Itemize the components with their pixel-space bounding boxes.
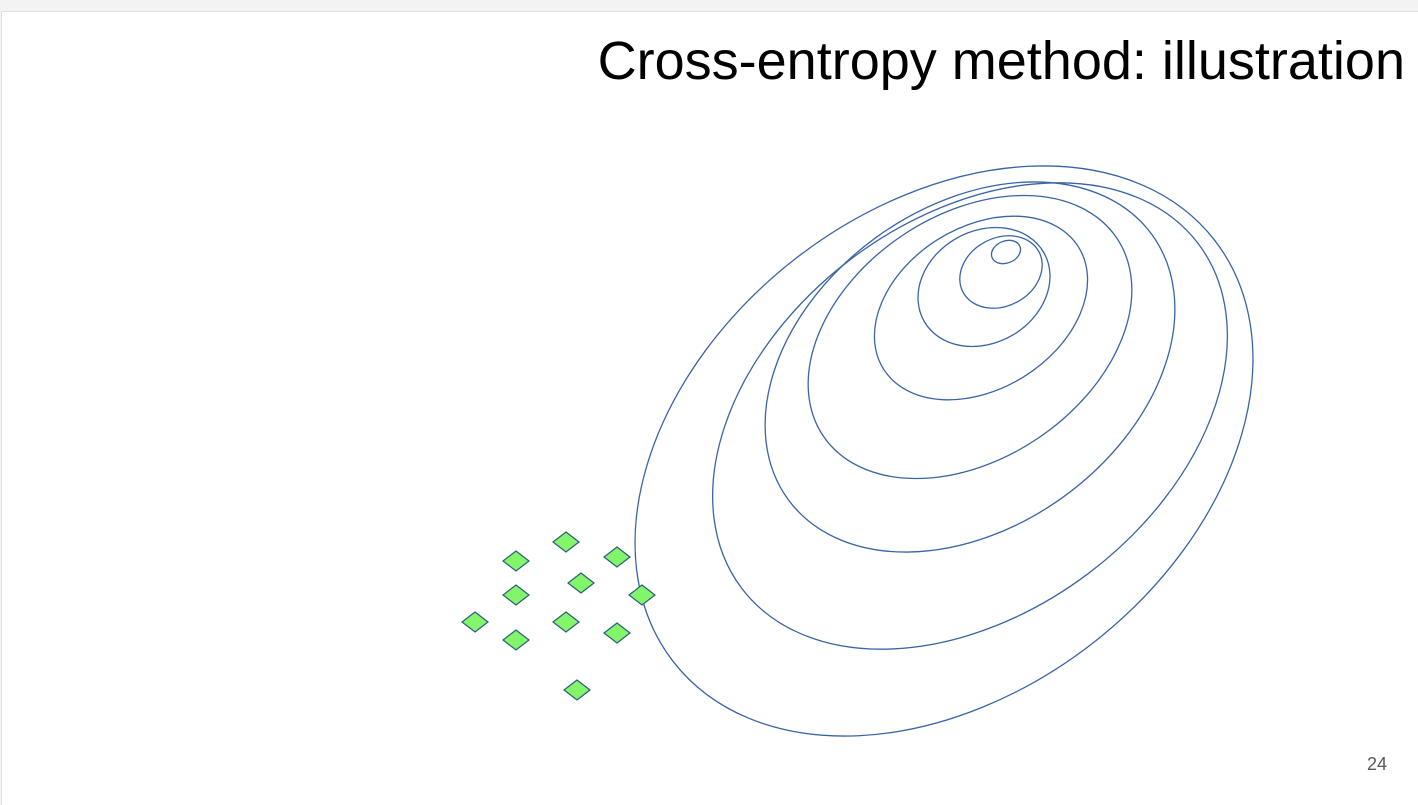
- contour-6: [917, 226, 1051, 348]
- top-toolbar-strip: [0, 0, 1418, 10]
- sample-point: [603, 546, 631, 568]
- slide-canvas: Cross-entropy method: illustration 2: [1, 11, 1418, 805]
- objective-contours: [634, 165, 1254, 737]
- sample-point: [567, 572, 595, 594]
- sample-point: [461, 611, 489, 633]
- sample-point: [552, 531, 580, 553]
- sample-point: [628, 584, 656, 606]
- slide-title: Cross-entropy method: illustration: [597, 31, 1405, 91]
- sample-point: [502, 629, 530, 651]
- sample-point: [603, 622, 631, 644]
- contour-7: [959, 235, 1043, 309]
- contour-3: [764, 181, 1176, 553]
- sample-point: [502, 584, 530, 606]
- contour-4: [807, 194, 1133, 480]
- contour-5: [873, 215, 1089, 401]
- contour-2: [712, 182, 1228, 650]
- sample-point: [552, 611, 580, 633]
- sample-point: [563, 679, 591, 701]
- contour-outer: [634, 165, 1254, 737]
- page-number: 24: [1366, 754, 1387, 774]
- sample-point: [502, 550, 530, 572]
- cross-entropy-diagram: [461, 165, 1254, 737]
- sample-points: [461, 531, 656, 701]
- contour-center: [990, 239, 1022, 265]
